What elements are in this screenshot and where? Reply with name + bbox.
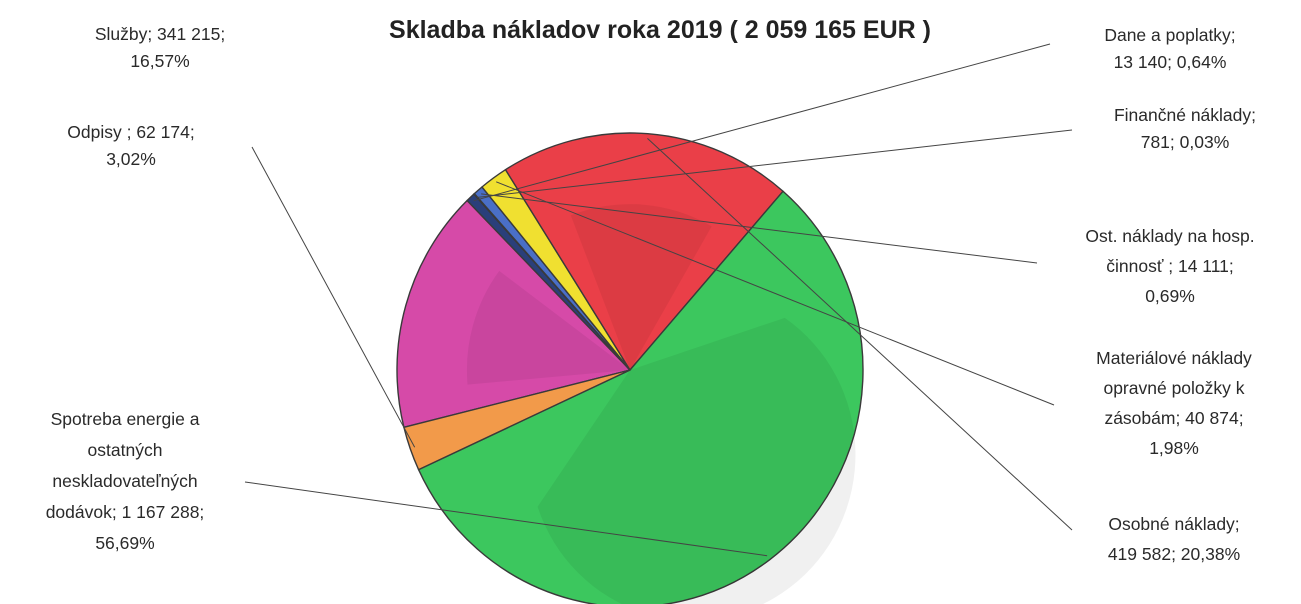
- label-line: Ost. náklady na hosp.: [1085, 226, 1254, 246]
- label-ost-naklady-na-hosp-cinnost: Ost. náklady na hosp. činnosť ; 14 111; 0,…: [1085, 226, 1254, 306]
- label-line: činnosť ; 14 111;: [1106, 256, 1234, 276]
- label-line: 56,69%: [95, 533, 154, 553]
- slice-shade-sluzby: [466, 270, 630, 385]
- label-line: 13 140; 0,64%: [1114, 52, 1227, 72]
- label-line: 3,02%: [106, 149, 156, 169]
- leader-line-materialove-naklady-opravne-polozky-k-zasobam: [496, 181, 1055, 406]
- label-line: Odpisy ; 62 174;: [67, 122, 194, 142]
- label-line: Osobné náklady;: [1108, 514, 1239, 534]
- label-line: Dane a poplatky;: [1104, 25, 1235, 45]
- leader-line-spotreba-energie-a-ostatnych-neskladovatelnych-dodavok: [244, 481, 768, 557]
- slice-osobne-naklady: [504, 132, 784, 371]
- label-line: 16,57%: [130, 51, 189, 71]
- label-sluzby: Služby; 341 215; 16,57%: [95, 24, 225, 71]
- slice-labels: Služby; 341 215; 16,57% Dane a poplatky; 13…: [46, 24, 1256, 564]
- leader-line-financne-naklady: [477, 129, 1073, 198]
- label-line: Služby; 341 215;: [95, 24, 225, 44]
- chart-title: Skladba nákladov roka 2019 ( 2 059 165 E…: [389, 16, 931, 44]
- label-odpisy: Odpisy ; 62 174; 3,02%: [67, 122, 194, 169]
- label-line: Spotreba energie a: [51, 409, 200, 429]
- label-line: 1,98%: [1149, 438, 1199, 458]
- leader-line-dane-a-poplatky: [473, 43, 1051, 202]
- label-line: 419 582; 20,38%: [1108, 544, 1240, 564]
- label-spotreba-energie-a-ostatnych-neskladovatelnych-dodavok: Spotreba energie a ostatných neskladovateľ…: [46, 409, 205, 553]
- leader-line-odpisy: [251, 146, 416, 448]
- label-line: Materiálové náklady: [1096, 348, 1252, 368]
- slice-spotreba-energie-a-ostatnych-neskladovatelnych-dodavok: [417, 190, 864, 604]
- slice-shade-spotreba-energie-a-ostatnych-neskladovatelnych-dodavok: [537, 317, 856, 604]
- label-line: ostatných: [88, 440, 163, 460]
- slice-shade-osobne-naklady: [570, 204, 712, 370]
- label-line: Finančné náklady;: [1114, 105, 1256, 125]
- label-osobne-naklady: Osobné náklady; 419 582; 20,38%: [1108, 514, 1240, 564]
- slice-sluzby: [396, 199, 631, 429]
- label-materialove-naklady-opravne-polozky-k-zasobam: Materiálové náklady opravné položky k záso…: [1096, 348, 1252, 458]
- leader-line-osobne-naklady: [647, 138, 1073, 531]
- label-line: neskladovateľných: [52, 471, 197, 491]
- label-financne-naklady: Finančné náklady; 781; 0,03%: [1114, 105, 1256, 152]
- label-line: zásobám; 40 874;: [1104, 408, 1243, 428]
- label-dane-a-poplatky: Dane a poplatky; 13 140; 0,64%: [1104, 25, 1235, 72]
- label-line: 0,69%: [1145, 286, 1195, 306]
- leader-line-ost-naklady-na-hosp-cinnost: [481, 193, 1038, 264]
- pie-slices: [396, 132, 864, 604]
- label-line: dodávok; 1 167 288;: [46, 502, 205, 522]
- label-line: opravné položky k: [1103, 378, 1244, 398]
- leader-lines: [244, 43, 1073, 557]
- label-line: 781; 0,03%: [1141, 132, 1230, 152]
